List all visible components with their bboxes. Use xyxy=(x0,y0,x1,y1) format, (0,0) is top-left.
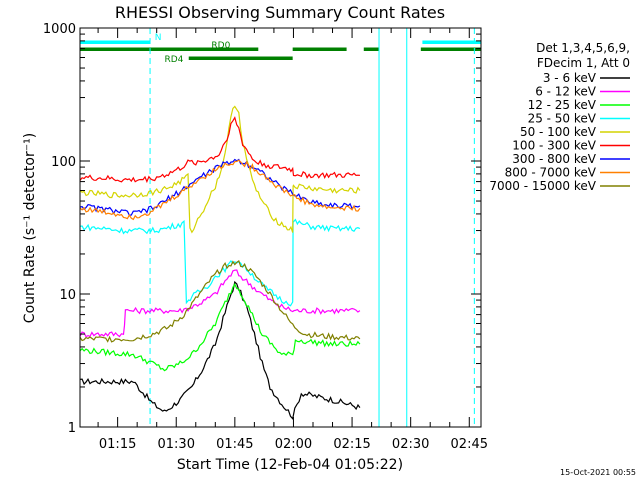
series-line-7 xyxy=(79,159,361,221)
legend: Det 1,3,4,5,6,9, FDecim 1, Att 0 3 - 6 k… xyxy=(489,41,630,193)
legend-label-7: 800 - 7000 keV xyxy=(505,166,597,180)
x-tick-label-6: 02:45 xyxy=(451,437,488,452)
legend-label-2: 12 - 25 keV xyxy=(528,98,597,112)
x-axis-ticks: 01:15 01:30 01:45 02:00 02:15 02:30 02:45 xyxy=(97,28,488,452)
flag-bar-rd4-0 xyxy=(188,56,293,60)
series-line-8 xyxy=(79,259,361,343)
plot-frame xyxy=(79,27,482,428)
flag-label-rd0: RD0 xyxy=(211,41,230,51)
y-axis-label: Count Rate (s⁻¹ detector⁻¹) xyxy=(22,133,38,323)
x-tick-label-1: 01:30 xyxy=(158,437,195,452)
series-line-0 xyxy=(80,280,361,420)
flag-bar-n-0 xyxy=(80,40,151,44)
flag-bar-rd0-1 xyxy=(292,47,347,51)
series-line-3 xyxy=(80,218,361,307)
x-tick-label-4: 02:15 xyxy=(333,437,370,452)
flag-label-rd4: RD4 xyxy=(165,55,184,65)
legend-label-0: 3 - 6 keV xyxy=(543,71,597,85)
flag-bar-rd0-2 xyxy=(363,47,379,51)
y-tick-label-2: 100 xyxy=(51,155,76,170)
series-lines xyxy=(79,105,361,420)
legend-label-3: 25 - 50 keV xyxy=(528,112,597,126)
series-line-2 xyxy=(79,282,361,372)
y-axis-ticks: 1 10 100 1000 xyxy=(43,22,481,436)
attenuator-lines xyxy=(149,28,475,427)
legend-label-4: 50 - 100 keV xyxy=(520,125,597,139)
y-tick-label-0: 1 xyxy=(68,421,76,436)
footer-timestamp: 15-Oct-2021 00:55 xyxy=(560,468,636,477)
x-axis-label: Start Time (12-Feb-04 01:05:22) xyxy=(177,457,403,473)
flag-label-n: N xyxy=(155,33,162,43)
series-line-1 xyxy=(79,269,361,338)
x-tick-label-5: 02:30 xyxy=(392,437,429,452)
y-tick-label-3: 1000 xyxy=(43,22,76,37)
legend-header-line-1: Det 1,3,4,5,6,9, xyxy=(536,41,630,55)
legend-label-8: 7000 - 15000 keV xyxy=(489,179,596,193)
flag-bar-rd0-0 xyxy=(80,47,259,51)
legend-label-6: 300 - 800 keV xyxy=(512,152,596,166)
legend-header-line-2: FDecim 1, Att 0 xyxy=(537,56,630,70)
series-line-5 xyxy=(79,116,360,184)
x-tick-label-2: 01:45 xyxy=(216,437,253,452)
chart-title: RHESSI Observing Summary Count Rates xyxy=(115,3,445,22)
x-tick-label-3: 02:00 xyxy=(275,437,312,452)
legend-label-5: 100 - 300 keV xyxy=(512,139,596,153)
y-tick-label-1: 10 xyxy=(59,288,76,303)
flag-bars: N RD0 RD4 xyxy=(80,33,481,65)
x-tick-label-0: 01:15 xyxy=(99,437,136,452)
flag-bar-rd0-3 xyxy=(420,47,481,51)
legend-label-1: 6 - 12 keV xyxy=(535,85,597,99)
series-line-4 xyxy=(79,105,361,234)
flag-bar-n-1 xyxy=(422,40,481,44)
